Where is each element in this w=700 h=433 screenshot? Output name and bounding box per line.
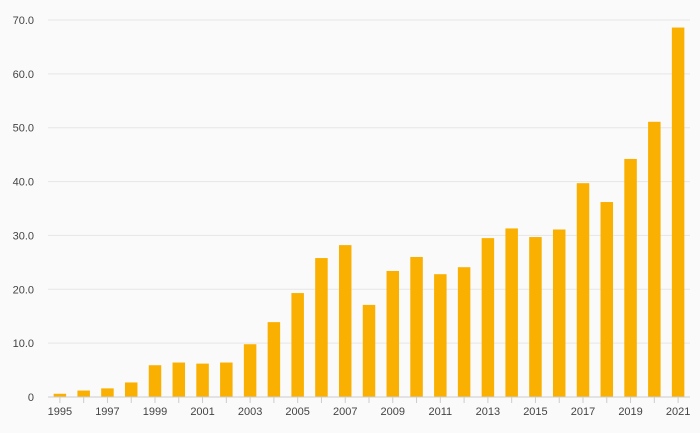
x-tick-label: 1997 — [95, 406, 119, 418]
bar-2010 — [410, 256, 423, 397]
y-tick-label: 70.0 — [13, 15, 34, 27]
bars — [53, 27, 685, 397]
x-tick-label: 2001 — [190, 406, 214, 418]
y-tick-label: 20.0 — [13, 284, 34, 296]
bar-1999 — [148, 365, 162, 397]
bar-2004 — [267, 322, 281, 397]
x-tick-label: 2017 — [571, 406, 595, 418]
x-tick-label: 1999 — [143, 406, 167, 418]
x-tick-label: 2003 — [238, 406, 262, 418]
x-tick-label: 2015 — [523, 406, 547, 418]
bar-2020 — [648, 121, 661, 397]
bar-1998 — [124, 382, 138, 397]
bar-2001 — [196, 363, 209, 397]
y-tick-label: 10.0 — [13, 338, 34, 350]
x-tick-label: 2005 — [285, 406, 309, 418]
bar-2006 — [315, 258, 328, 397]
gridlines — [48, 19, 690, 344]
bar-2019 — [624, 158, 637, 397]
bar-2021 — [671, 27, 685, 397]
y-tick-label: 0 — [28, 392, 34, 404]
y-tick-label: 50.0 — [13, 123, 34, 135]
x-tick-label: 2019 — [618, 406, 642, 418]
bar-2017 — [576, 183, 590, 397]
bar-2003 — [243, 344, 257, 397]
bar-2014 — [505, 228, 518, 397]
x-tick-label: 2007 — [333, 406, 357, 418]
bar-1997 — [101, 388, 114, 397]
x-tick-label: 2009 — [381, 406, 405, 418]
bar-2008 — [362, 304, 376, 397]
bar-2011 — [434, 274, 447, 397]
bar-2018 — [600, 202, 614, 397]
bar-2007 — [338, 245, 352, 397]
y-tick-label: 60.0 — [13, 69, 34, 81]
bar-2015 — [529, 237, 542, 397]
y-axis: 0 10.0 20.0 30.0 40.0 50.0 60.0 70.0 — [13, 15, 34, 404]
x-tick-label: 1995 — [48, 406, 72, 418]
bar-2005 — [291, 293, 304, 397]
bar-2000 — [172, 362, 186, 397]
bar-1995 — [53, 393, 67, 397]
bar-1996 — [77, 390, 90, 397]
bar-2002 — [220, 362, 233, 397]
bar-2013 — [481, 238, 495, 397]
y-tick-label: 40.0 — [13, 177, 34, 189]
bar-2012 — [457, 267, 471, 397]
y-tick-label: 30.0 — [13, 230, 34, 242]
x-tick-label: 2013 — [476, 406, 500, 418]
x-tick-label: 2021 — [666, 406, 690, 418]
bar-2009 — [386, 270, 400, 397]
x-tick-label: 2011 — [429, 406, 453, 418]
bar-2016 — [552, 229, 566, 397]
x-axis: 1995 1997 1999 2001 2003 2005 2007 2009 2011 2013… — [48, 396, 690, 418]
